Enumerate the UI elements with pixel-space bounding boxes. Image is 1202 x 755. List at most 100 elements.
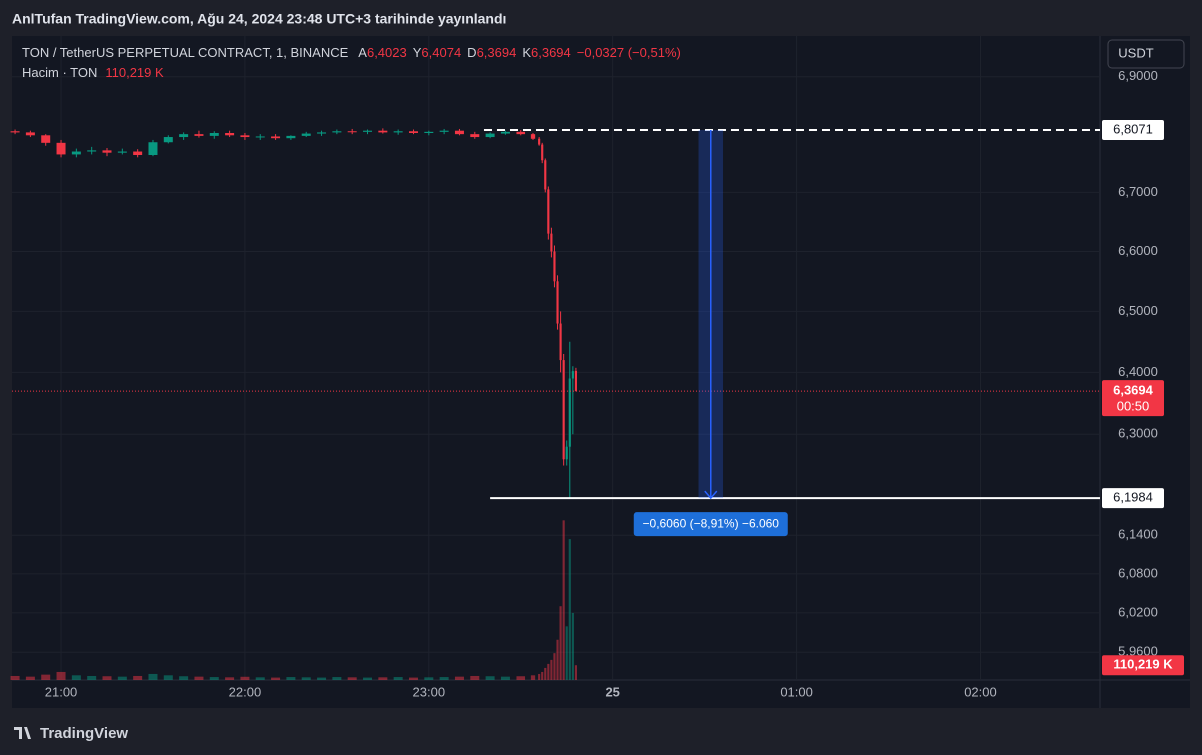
volume-bar	[10, 675, 20, 680]
measure-box	[633, 512, 788, 537]
last-volume-label: 110,219 K	[1113, 657, 1173, 672]
y-tick-label: 6,9000	[1118, 68, 1158, 83]
y-tick-label: 6,3000	[1118, 426, 1158, 441]
candle-body	[544, 160, 547, 190]
change: −0,0327 (−0,51%)	[577, 45, 681, 60]
last-volume-box	[1102, 655, 1184, 676]
volume-bar	[556, 639, 559, 680]
volume-bar	[571, 612, 574, 680]
volume-bar	[562, 520, 565, 680]
volume-bar	[240, 676, 250, 680]
ohlc-key: A	[358, 45, 367, 60]
volume-bar	[347, 677, 357, 680]
candle-body	[10, 131, 20, 133]
candle-body	[25, 132, 35, 136]
volume-bar	[408, 677, 418, 680]
volume-bar	[547, 663, 550, 680]
volume-bar	[271, 677, 281, 680]
candle-body	[225, 132, 235, 136]
volume-bar	[71, 675, 81, 680]
ohlc-value: 6,4074	[421, 45, 461, 60]
volume-bar	[133, 675, 143, 680]
volume-bar	[148, 673, 158, 680]
ohlc-value: 6,3694	[531, 45, 571, 60]
volume-bar	[179, 676, 189, 680]
volume-bar	[538, 673, 541, 680]
x-tick-label: 23:00	[413, 684, 446, 699]
candle-body	[87, 150, 97, 152]
volume-bar	[393, 677, 403, 680]
candle-body	[538, 138, 541, 145]
candle-body	[408, 131, 418, 133]
y-tick-label: 6,6000	[1118, 243, 1158, 258]
candle-body	[500, 131, 510, 134]
candle-body	[547, 189, 550, 234]
candle-body	[378, 130, 388, 133]
candle-body	[271, 136, 281, 139]
volume-bar	[516, 676, 526, 680]
candle-body	[117, 151, 127, 153]
volume-bar	[424, 677, 434, 680]
volume-bar	[102, 676, 112, 680]
volume-bar	[332, 677, 342, 680]
volume-bar	[225, 677, 235, 680]
candle-body	[516, 131, 526, 135]
candle-body	[286, 135, 296, 139]
candle-body	[255, 136, 265, 138]
volume-value: 110,219 K	[105, 65, 164, 80]
y-tick-label: 6,4000	[1118, 364, 1158, 379]
header: AnlTufan TradingView.com, Ağu 24, 2024 2…	[12, 11, 506, 27]
candle-body	[568, 378, 571, 447]
candle-body	[553, 251, 556, 282]
ohlc-value: 6,4023	[367, 45, 407, 60]
volume-bar	[194, 676, 204, 680]
currency-button[interactable]	[1107, 39, 1185, 69]
candle-body	[317, 132, 327, 134]
candle-body	[363, 130, 373, 132]
measure-label: −0,6060 (−8,91%) −6.060	[643, 516, 780, 530]
volume-bar	[317, 677, 327, 680]
volume-bar	[363, 677, 373, 680]
candle-body	[393, 131, 403, 133]
y-tick-label: 6,5000	[1118, 303, 1158, 318]
candle-body	[470, 134, 480, 138]
volume-bar	[163, 675, 173, 680]
ohlc-value: 6,3694	[477, 45, 517, 60]
logo-icon	[14, 727, 31, 739]
volume-bar	[56, 671, 66, 680]
volume-bar	[255, 677, 265, 680]
volume-bar	[550, 659, 553, 680]
volume-bar	[286, 677, 296, 680]
candle-body	[439, 130, 449, 132]
countdown: 00:50	[1117, 399, 1150, 414]
volume-bar	[41, 674, 51, 680]
candle-body	[194, 134, 204, 136]
y-tick-label: 6,0200	[1118, 604, 1158, 619]
candle-body	[556, 281, 559, 324]
candle-body	[71, 151, 81, 155]
x-tick-label: 01:00	[780, 684, 813, 699]
candle-body	[565, 446, 568, 460]
candle-body	[571, 371, 574, 379]
candle-body	[485, 133, 495, 138]
candle-body	[562, 360, 565, 460]
branding: TradingView	[40, 725, 128, 742]
candle-body	[133, 151, 143, 156]
candle-body	[148, 142, 158, 156]
candle-body	[332, 131, 342, 133]
volume-bar	[500, 676, 510, 680]
currency[interactable]: USDT	[1118, 45, 1153, 60]
candle-body	[56, 142, 66, 155]
x-tick-label: 21:00	[45, 684, 78, 699]
level-label: 6,1984	[1113, 490, 1153, 505]
x-tick-label: 25	[605, 684, 619, 699]
volume-bar	[553, 653, 556, 680]
volume-bar	[574, 665, 577, 680]
volume-bar	[301, 677, 311, 680]
volume-title: Hacim · TON	[22, 65, 97, 80]
volume-bar	[544, 667, 547, 680]
volume-bar	[378, 677, 388, 680]
candle-body	[574, 370, 577, 392]
candle-body	[102, 150, 112, 153]
